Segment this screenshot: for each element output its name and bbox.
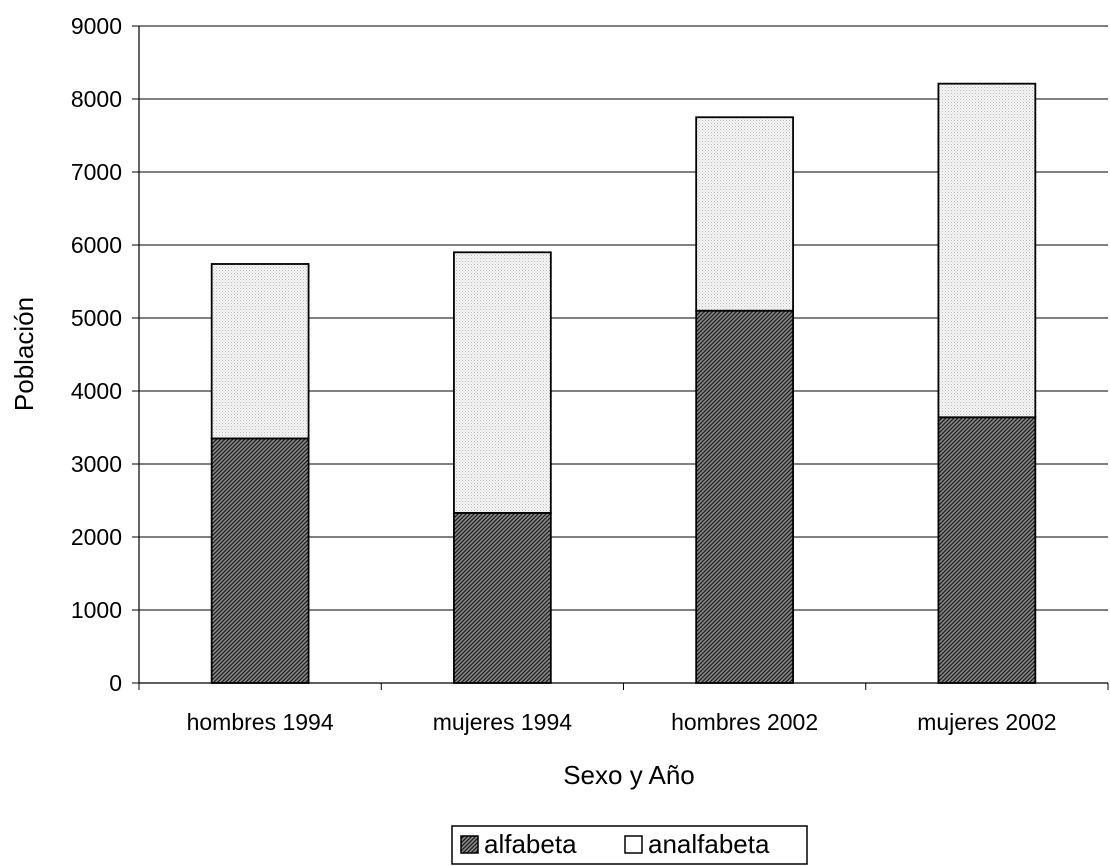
axes — [132, 25, 1109, 690]
y-tick-label: 2000 — [71, 524, 122, 550]
bar-analfabeta-hombres-2002 — [695, 116, 794, 312]
legend-label-analfabeta: analfabeta — [648, 829, 770, 859]
bar-alfabeta-mujeres-2002 — [937, 416, 1037, 684]
legend-label-alfabeta: alfabeta — [484, 829, 577, 859]
y-tick-label: 1000 — [71, 597, 122, 623]
y-axis-title: Población — [9, 297, 39, 411]
bars — [210, 82, 1037, 684]
x-axis-title: Sexo y Año — [563, 760, 695, 790]
legend-swatch-alfabeta — [460, 835, 479, 854]
y-tick-labels: 0 1000 2000 3000 4000 5000 6000 7000 8000 9000 — [71, 13, 122, 696]
bar-alfabeta-hombres-1994 — [210, 437, 310, 684]
y-tick-label: 8000 — [71, 86, 122, 112]
y-tick-label: 9000 — [71, 13, 122, 39]
y-tick-label: 6000 — [71, 232, 122, 258]
legend-swatch-analfabeta — [624, 835, 643, 854]
y-tick-label: 0 — [109, 670, 122, 696]
x-tick-label: hombres 1994 — [187, 709, 334, 735]
y-tick-label: 7000 — [71, 159, 122, 185]
bar-analfabeta-hombres-1994 — [210, 263, 310, 440]
x-tick-labels: hombres 1994 mujeres 1994 hombres 2002 muje… — [187, 709, 1057, 735]
y-tick-label: 4000 — [71, 378, 122, 404]
bar-alfabeta-hombres-2002 — [695, 309, 794, 684]
bar-alfabeta-mujeres-1994 — [453, 512, 552, 684]
bar-analfabeta-mujeres-1994 — [453, 251, 552, 514]
x-tick-label: mujeres 2002 — [917, 709, 1056, 735]
x-tick-label: hombres 2002 — [671, 709, 818, 735]
y-tick-label: 5000 — [71, 305, 122, 331]
x-tick-label: mujeres 1994 — [433, 709, 573, 735]
y-tick-label: 3000 — [71, 451, 122, 477]
legend: alfabeta analfabeta — [451, 825, 808, 865]
bar-analfabeta-mujeres-2002 — [937, 82, 1037, 419]
